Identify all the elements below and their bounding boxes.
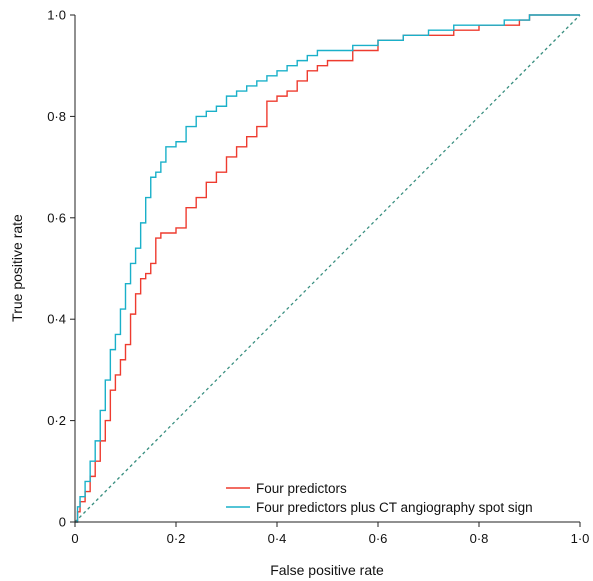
x-tick-label: 0·4: [268, 531, 287, 546]
x-tick-label: 0: [71, 531, 78, 546]
legend: Four predictors Four predictors plus CT …: [226, 481, 533, 515]
legend-label-four-predictors-plus-spot-sign: Four predictors plus CT angiography spot…: [256, 500, 533, 515]
y-tick-label: 1·0: [47, 8, 66, 23]
y-tick-label: 0·4: [47, 312, 66, 327]
x-tick-label: 0·8: [470, 531, 489, 546]
x-axis-label: False positive rate: [270, 562, 384, 578]
x-tick-label: 1·0: [571, 531, 590, 546]
x-tick-label: 0·2: [167, 531, 186, 546]
ticks-layer: 0 0·2 0·4 0·6 0·8 1·0 0 0·2 0·4 0·6 0·8 1·0: [47, 8, 589, 547]
series-layer: [75, 14, 580, 523]
reference-diagonal: [74, 14, 581, 523]
y-tick-label: 0: [59, 515, 66, 530]
x-tick-label: 0·6: [369, 531, 388, 546]
y-tick-label: 0·8: [47, 109, 66, 124]
y-tick-label: 0·6: [47, 210, 66, 225]
y-axis-label: True positive rate: [9, 214, 25, 322]
series-line-four-predictors-plus-spot-sign: [75, 14, 580, 523]
axes-layer: [74, 15, 580, 523]
legend-label-four-predictors: Four predictors: [256, 481, 347, 496]
reference-diagonal-layer: [74, 14, 581, 523]
y-tick-label: 0·2: [47, 413, 66, 428]
